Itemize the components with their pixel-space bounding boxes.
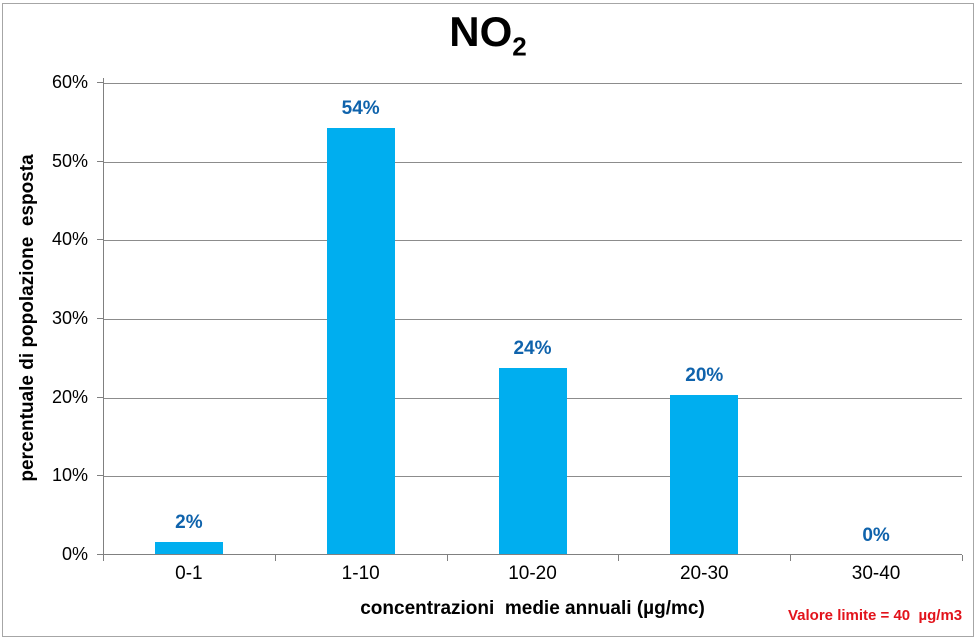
bar-20-30 [670, 394, 739, 555]
bar-label-30-40: 0% [862, 525, 890, 546]
y-tick-label-30: 30% [51, 308, 88, 328]
y-tick-50 [97, 160, 103, 162]
x-category-label-20-30: 20-30 [679, 563, 729, 584]
y-tick-label-10: 10% [51, 465, 88, 486]
x-category-label-0-1: 0-1 [175, 563, 203, 584]
plot-area: 2% 54% 24% 20% 0% [97, 78, 963, 561]
y-tick-30 [97, 318, 103, 319]
y-tick-10 [97, 475, 103, 477]
bar-0-1 [154, 542, 223, 555]
x-tick-3 [618, 555, 620, 561]
gridline-60 [103, 83, 962, 84]
y-tick-0 [97, 554, 103, 555]
y-tick-label-60: 60% [51, 72, 88, 92]
limit-annotation: Valore limite = 40 µg/m3 [788, 607, 963, 624]
bar-1-10 [326, 127, 395, 555]
x-axis-line [97, 554, 962, 555]
x-tick-0 [103, 555, 104, 561]
x-tick-4 [790, 555, 792, 561]
gridline-30 [103, 319, 962, 320]
gridline-40 [103, 240, 962, 242]
bar-label-0-1: 2% [175, 512, 203, 534]
x-tick-5 [962, 555, 963, 561]
y-tick-label-20: 20% [51, 386, 88, 407]
bar-label-20-30: 20% [685, 364, 724, 386]
y-tick-label-40: 40% [51, 229, 88, 250]
bar-10-20 [498, 367, 567, 555]
y-tick-40 [97, 239, 103, 241]
bar-label-1-10: 54% [341, 97, 380, 119]
y-axis-line [103, 78, 104, 561]
y-tick-label-0: 0% [61, 544, 88, 564]
y-tick-20 [97, 396, 103, 398]
chart-title: NO2 [0, 8, 976, 62]
gridline-50 [103, 161, 962, 163]
chart-title-subscript: 2 [512, 31, 527, 62]
x-tick-1 [274, 555, 276, 561]
bar-label-10-20: 24% [513, 337, 552, 359]
x-category-label-1-10: 1-10 [341, 563, 380, 584]
chart-title-main: NO [449, 8, 513, 55]
x-category-label-10-20: 10-20 [508, 563, 557, 584]
x-category-label-30-40: 30-40 [851, 563, 901, 584]
x-axis-title: concentrazioni medie annuali (µg/mc) [360, 598, 705, 619]
x-tick-2 [446, 555, 448, 561]
y-tick-60 [97, 82, 103, 83]
y-tick-label-50: 50% [51, 150, 88, 171]
